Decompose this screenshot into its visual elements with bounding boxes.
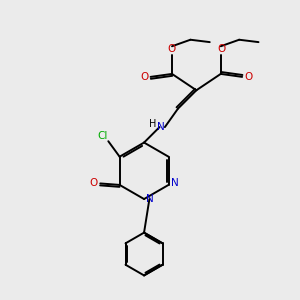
Text: Cl: Cl [98,131,108,141]
Text: O: O [140,72,148,82]
Text: N: N [146,194,153,204]
Text: N: N [157,122,165,132]
Text: O: O [244,72,253,82]
Text: O: O [90,178,98,188]
Text: O: O [217,44,226,54]
Text: N: N [171,178,179,188]
Text: H: H [149,118,157,128]
Text: O: O [167,44,175,54]
